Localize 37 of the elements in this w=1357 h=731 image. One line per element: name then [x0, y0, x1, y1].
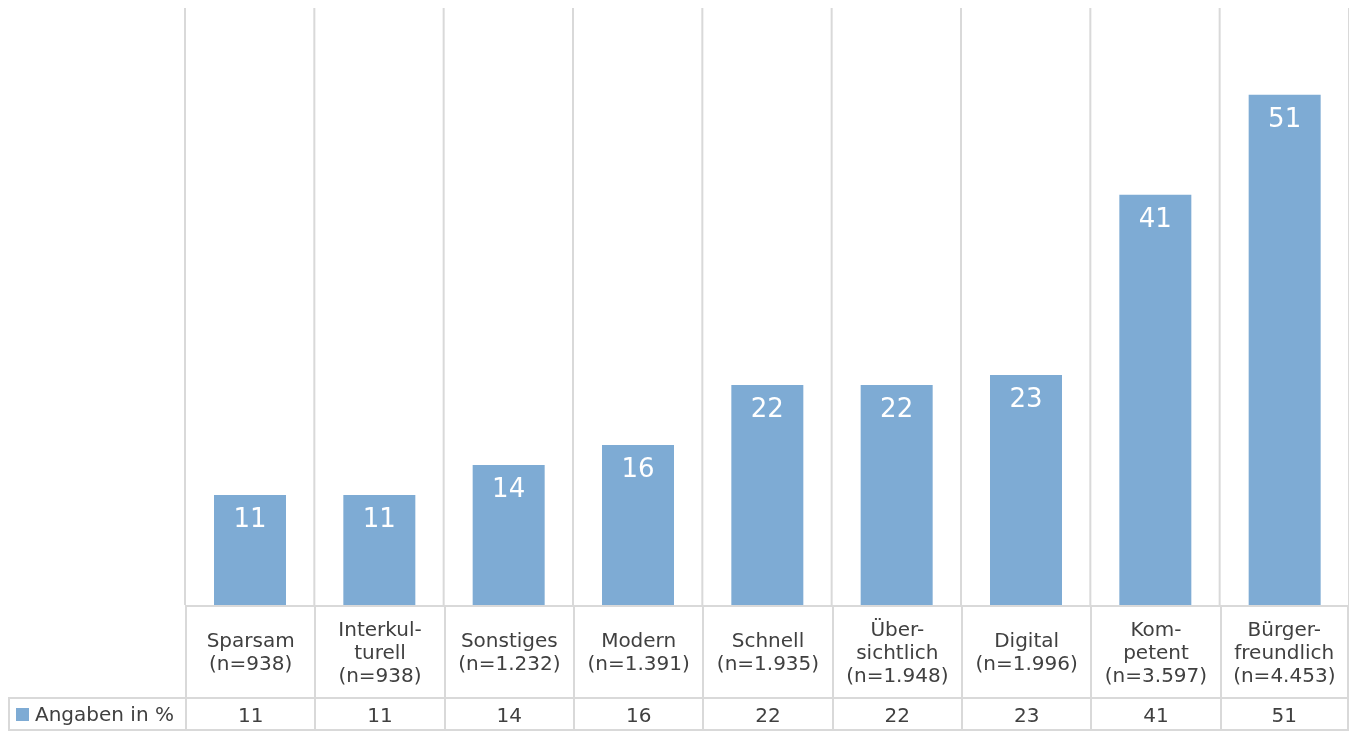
- data-label: 22: [702, 697, 832, 731]
- annotation: 16: [621, 453, 655, 484]
- x-tick-label: Interkul- turell (n=938): [314, 605, 444, 697]
- data-label: 51: [1219, 697, 1349, 731]
- x-tick-label: Kom- petent (n=3.597): [1090, 605, 1220, 697]
- data-label: 22: [831, 697, 961, 731]
- annotation: 23: [1009, 383, 1043, 414]
- x-tick-label: Modern (n=1.391): [572, 605, 703, 697]
- annotation: 11: [362, 503, 396, 534]
- bar: [1119, 194, 1192, 605]
- data-label: 11: [185, 697, 315, 731]
- annotation: 14: [492, 473, 526, 504]
- data-label: 23: [960, 697, 1091, 731]
- annotation: 22: [750, 393, 784, 424]
- bar: [343, 494, 416, 605]
- data-label: 14: [443, 697, 573, 731]
- annotation: 22: [880, 393, 914, 424]
- bar: [990, 374, 1062, 605]
- bar: [731, 384, 804, 605]
- x-tick-label: Sonstiges (n=1.232): [443, 605, 573, 697]
- bar: [472, 464, 545, 605]
- bar: [1248, 94, 1321, 605]
- x-tick-label: Bürger- freundlich (n=4.453): [1219, 605, 1349, 697]
- bar: [602, 444, 674, 605]
- bar: [860, 384, 933, 605]
- x-tick-label: Schnell (n=1.935): [702, 605, 832, 697]
- x-tick-label: Digital (n=1.996): [960, 605, 1091, 697]
- x-tick-label: Sparsam (n=938): [185, 605, 315, 697]
- annotation: 41: [1138, 203, 1172, 234]
- annotation: 11: [233, 503, 267, 534]
- annotation: 51: [1268, 103, 1302, 134]
- data-label: 11: [314, 697, 444, 731]
- data-label: 16: [572, 697, 703, 731]
- data-label: 41: [1090, 697, 1220, 731]
- x-tick-label: Über- sichtlich (n=1.948): [831, 605, 961, 697]
- legend-label: Angaben in %: [35, 702, 174, 726]
- bar: [214, 494, 286, 605]
